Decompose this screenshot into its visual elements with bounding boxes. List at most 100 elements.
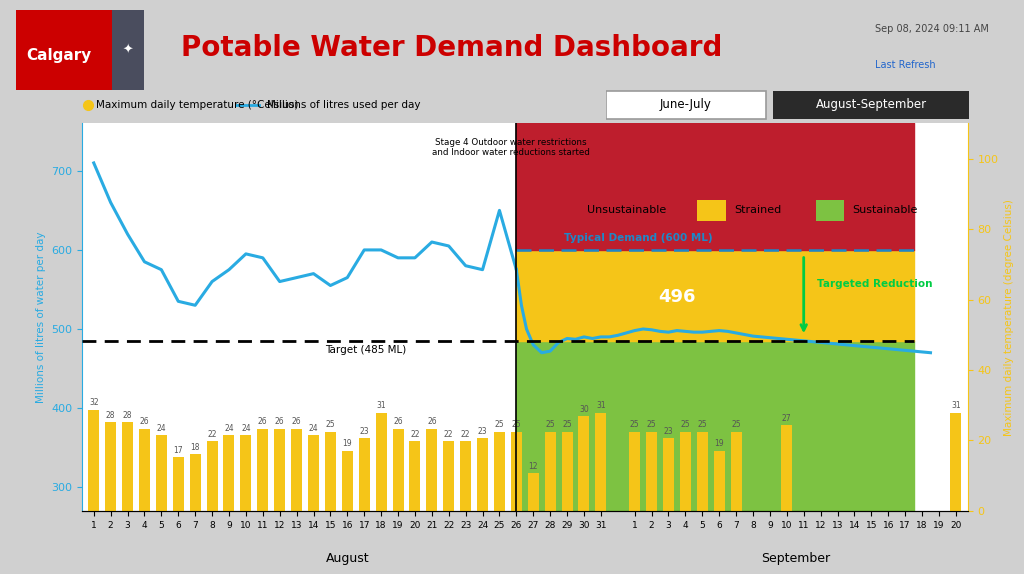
Text: 27: 27 [782, 414, 792, 423]
Text: 22: 22 [461, 430, 470, 439]
Bar [950, 413, 962, 511]
Bar [325, 432, 336, 511]
Text: Millions of litres used per day: Millions of litres used per day [267, 100, 421, 110]
Text: 23: 23 [359, 426, 369, 436]
Bar [477, 438, 488, 511]
Text: 25: 25 [546, 420, 555, 429]
Bar [358, 438, 370, 511]
Text: Target (485 ML): Target (485 ML) [326, 345, 407, 355]
Bar [88, 410, 99, 511]
Bar [773, 91, 969, 119]
Bar [426, 429, 437, 511]
Text: Unsustainable: Unsustainable [588, 204, 667, 215]
Bar [663, 438, 674, 511]
Bar [156, 435, 167, 511]
Text: Sustainable: Sustainable [852, 204, 918, 215]
Text: 22: 22 [411, 430, 420, 439]
Bar [173, 457, 183, 511]
Text: 26: 26 [139, 417, 150, 426]
Bar [646, 432, 657, 511]
Text: 24: 24 [241, 424, 251, 433]
Text: 23: 23 [664, 426, 674, 436]
Text: 31: 31 [376, 401, 386, 410]
Text: ✦: ✦ [123, 44, 133, 57]
Text: 32: 32 [89, 398, 98, 408]
Bar [376, 413, 387, 511]
Text: 23: 23 [478, 426, 487, 436]
Text: 25: 25 [512, 420, 521, 429]
Bar [139, 429, 150, 511]
Bar [527, 473, 539, 511]
Bar [551, 200, 580, 221]
Text: 24: 24 [224, 424, 233, 433]
Text: 31: 31 [951, 401, 961, 410]
Bar [494, 432, 505, 511]
Bar [105, 422, 116, 511]
Text: 17: 17 [173, 446, 183, 455]
Bar [815, 200, 844, 221]
Bar [781, 425, 793, 511]
Text: 19: 19 [715, 439, 724, 448]
Bar [274, 429, 286, 511]
Text: Stage 4 Outdoor water restrictions
and Indoor water reductions started: Stage 4 Outdoor water restrictions and I… [432, 138, 590, 157]
Text: September: September [761, 552, 829, 565]
Text: 31: 31 [596, 401, 605, 410]
Text: 12: 12 [528, 461, 538, 471]
Bar [291, 429, 302, 511]
Bar [241, 435, 251, 511]
Bar [16, 10, 112, 90]
Bar [714, 451, 725, 511]
Text: 26: 26 [292, 417, 301, 426]
Text: 22: 22 [207, 430, 217, 439]
Text: 26: 26 [393, 417, 402, 426]
Text: 28: 28 [105, 411, 116, 420]
Text: 22: 22 [444, 430, 454, 439]
Bar [579, 416, 590, 511]
Text: 25: 25 [495, 420, 504, 429]
Text: 25: 25 [647, 420, 656, 429]
Text: 24: 24 [157, 424, 166, 433]
Bar [460, 441, 471, 511]
Y-axis label: Millions of litres of water per day: Millions of litres of water per day [36, 231, 45, 403]
Bar [189, 454, 201, 511]
Text: Calgary: Calgary [27, 48, 92, 63]
Bar [223, 435, 234, 511]
Bar [595, 413, 606, 511]
Text: June-July: June-July [659, 98, 712, 111]
Bar [561, 432, 572, 511]
Text: 26: 26 [274, 417, 285, 426]
Text: 25: 25 [697, 420, 708, 429]
Text: 19: 19 [342, 439, 352, 448]
Bar [257, 429, 268, 511]
Text: 28: 28 [123, 411, 132, 420]
Bar [122, 422, 133, 511]
Text: Strained: Strained [734, 204, 781, 215]
Bar [696, 432, 708, 511]
Bar [392, 429, 403, 511]
Text: 26: 26 [258, 417, 267, 426]
Text: Last Refresh: Last Refresh [874, 60, 935, 71]
Text: Sep 08, 2024 09:11 AM: Sep 08, 2024 09:11 AM [874, 24, 988, 34]
Bar [410, 441, 421, 511]
Y-axis label: Maximum daily temperature (degree Celsius): Maximum daily temperature (degree Celsiu… [1004, 199, 1014, 436]
Bar [730, 432, 741, 511]
Bar [511, 432, 522, 511]
Bar [308, 435, 319, 511]
Text: 25: 25 [562, 420, 571, 429]
Bar [112, 10, 144, 90]
Text: 26: 26 [427, 417, 436, 426]
Text: 25: 25 [630, 420, 639, 429]
Bar [629, 432, 640, 511]
Text: 30: 30 [580, 405, 589, 414]
Bar [680, 432, 691, 511]
Text: 496: 496 [658, 288, 695, 307]
Bar [207, 441, 217, 511]
Text: 25: 25 [731, 420, 741, 429]
Text: 25: 25 [681, 420, 690, 429]
Text: Potable Water Demand Dashboard: Potable Water Demand Dashboard [181, 34, 722, 63]
Text: Targeted Reduction: Targeted Reduction [817, 278, 933, 289]
Bar [443, 441, 455, 511]
Text: August: August [326, 552, 369, 565]
Text: Maximum daily temperature (°Celsius): Maximum daily temperature (°Celsius) [96, 100, 299, 110]
Text: August-September: August-September [815, 98, 927, 111]
